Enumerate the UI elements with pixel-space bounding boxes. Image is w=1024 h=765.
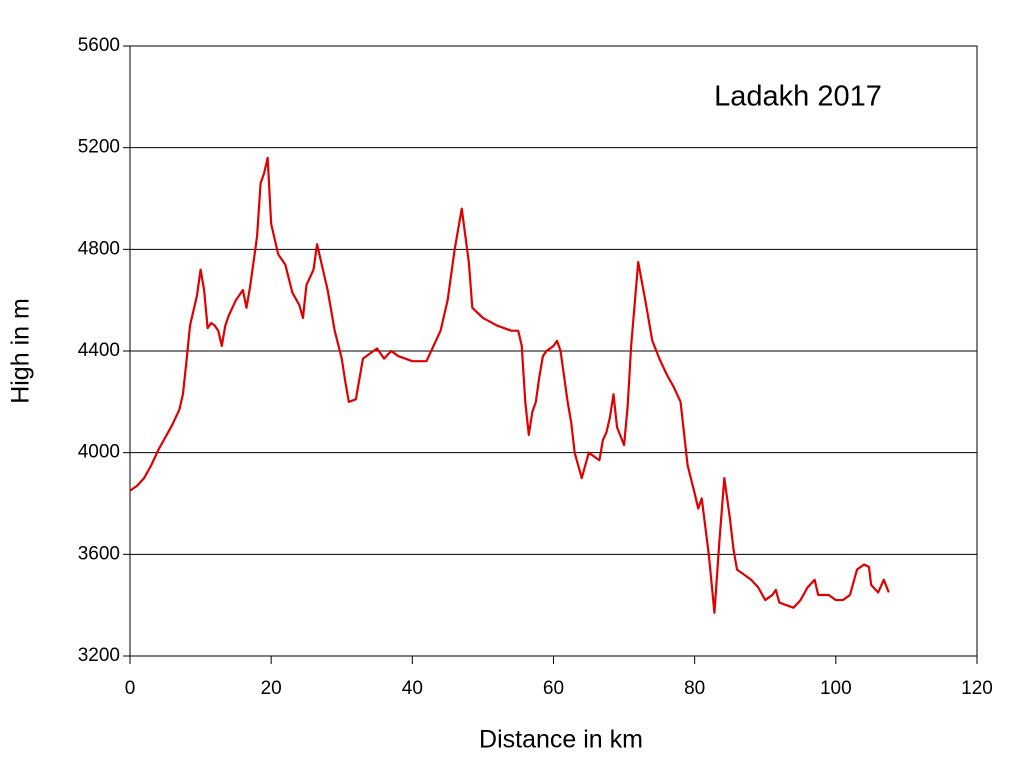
- plot-frame: [129, 45, 978, 657]
- x-tick-label: 40: [402, 678, 423, 699]
- y-tick-label: 4400: [78, 340, 120, 361]
- x-tick-label: 120: [961, 678, 993, 699]
- y-tick-label: 3600: [78, 543, 120, 564]
- y-axis-label: High in m: [7, 298, 35, 404]
- y-tick-label: 5200: [78, 137, 120, 158]
- y-tick-label: 5600: [78, 35, 120, 56]
- line-series: [129, 156, 890, 614]
- x-tick-label: 20: [261, 678, 282, 699]
- chart-title: Ladakh 2017: [714, 81, 882, 113]
- y-tick-label: 3200: [78, 645, 120, 666]
- y-tick-label: 4800: [78, 238, 120, 259]
- x-tick-label: 80: [684, 678, 705, 699]
- x-tick-label: 0: [125, 678, 136, 699]
- y-tick-label: 4000: [78, 442, 120, 463]
- x-axis-label: Distance in km: [479, 726, 643, 754]
- x-tick-label: 100: [820, 678, 852, 699]
- x-tick-label: 60: [543, 678, 564, 699]
